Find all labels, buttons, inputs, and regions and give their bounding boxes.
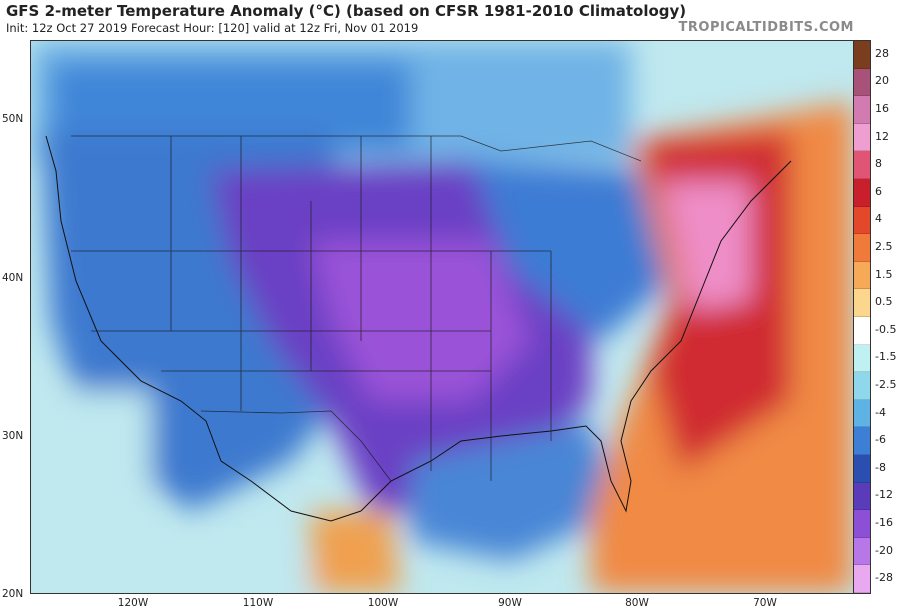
colorbar-label: 20 [875, 74, 889, 88]
state-borders-horizontal [71, 250, 551, 372]
colorbar-swatch [854, 510, 870, 538]
temperature-anomaly-map [30, 40, 854, 594]
lat-label-20n: 20N [2, 588, 24, 600]
northeast-pink-core [661, 181, 751, 311]
colorbar-label: -8 [875, 460, 886, 474]
pacific-pale-field [31, 391, 151, 593]
lon-label-90w: 90W [498, 597, 522, 609]
colorbar-label: 8 [875, 157, 882, 171]
map-graphic [31, 41, 853, 593]
lon-label-80w: 80W [625, 597, 649, 609]
colorbar-label: -2.5 [875, 378, 897, 391]
colorbar-label: 12 [875, 129, 889, 143]
colorbar-swatch [854, 206, 870, 235]
political-borders [71, 135, 642, 482]
colorbar-swatch [854, 344, 870, 373]
lat-label-50n: 50N [2, 113, 24, 125]
colorbar-swatch [854, 68, 870, 97]
colorbar-label: 1.5 [875, 267, 893, 281]
colorbar-swatch [854, 372, 870, 400]
colorbar-swatch [854, 427, 870, 455]
gulf-blue-field [411, 421, 621, 561]
lon-label-110w: 110W [242, 597, 274, 609]
plains-violet-core [311, 241, 531, 401]
colorbar-label: -28 [875, 571, 893, 585]
colorbar-label: 0.5 [875, 295, 893, 309]
colorbar-swatch [854, 537, 870, 566]
southern-pacific-pale [31, 561, 311, 593]
lon-label-100w: 100W [367, 597, 399, 609]
lon-label-70w: 70W [753, 597, 777, 609]
brand-watermark: TROPICALTIDBITS.COM [678, 20, 854, 35]
canada-us-border [71, 135, 642, 162]
colorbar-label: 28 [875, 46, 889, 60]
colorbar-swatch [854, 96, 870, 124]
colorbar-label: 6 [875, 184, 882, 198]
state-borders-vertical [170, 136, 552, 481]
colorbar-label: -1.5 [875, 350, 897, 364]
colorbar-label: -0.5 [875, 322, 897, 336]
colorbar-label: -4 [875, 405, 886, 419]
colorbar-label: 2.5 [875, 240, 893, 253]
chart-title: GFS 2-meter Temperature Anomaly (°C) (ba… [6, 2, 687, 20]
colorbar-swatch [854, 234, 870, 262]
colorbar-swatch [854, 454, 870, 483]
colorbar-label: 16 [875, 102, 889, 115]
colorbar-legend [853, 40, 871, 594]
colorbar-label: -12 [875, 488, 893, 502]
colorbar-label: -16 [875, 516, 893, 529]
colorbar-swatch [854, 289, 870, 317]
colorbar-swatch [854, 41, 870, 69]
lon-label-120w: 120W [117, 597, 149, 609]
lat-label-30n: 30N [2, 430, 24, 442]
colorbar-swatch [854, 565, 870, 593]
lat-label-40n: 40N [2, 272, 24, 284]
us-mexico-border [200, 410, 392, 482]
mexico-warm-patch [311, 511, 401, 593]
colorbar-swatch [854, 151, 870, 179]
colorbar-label: -20 [875, 543, 893, 557]
colorbar-swatch [854, 482, 870, 511]
colorbar-swatch [854, 178, 870, 207]
forecast-info: Init: 12z Oct 27 2019 Forecast Hour: [12… [6, 21, 419, 35]
pacific-coastline [45, 135, 362, 522]
colorbar-swatch [854, 261, 870, 290]
colorbar-swatch [854, 316, 870, 345]
colorbar-label: -6 [875, 433, 886, 447]
colorbar-swatch [854, 399, 870, 428]
coastlines [45, 135, 792, 522]
gulf-atlantic-coastline [360, 160, 792, 513]
colorbar-label: 4 [875, 212, 882, 226]
great-lakes-blue-field [471, 161, 671, 341]
colorbar-swatch [854, 123, 870, 152]
